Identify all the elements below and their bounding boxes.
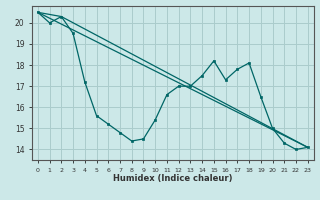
X-axis label: Humidex (Indice chaleur): Humidex (Indice chaleur) [113,174,233,183]
